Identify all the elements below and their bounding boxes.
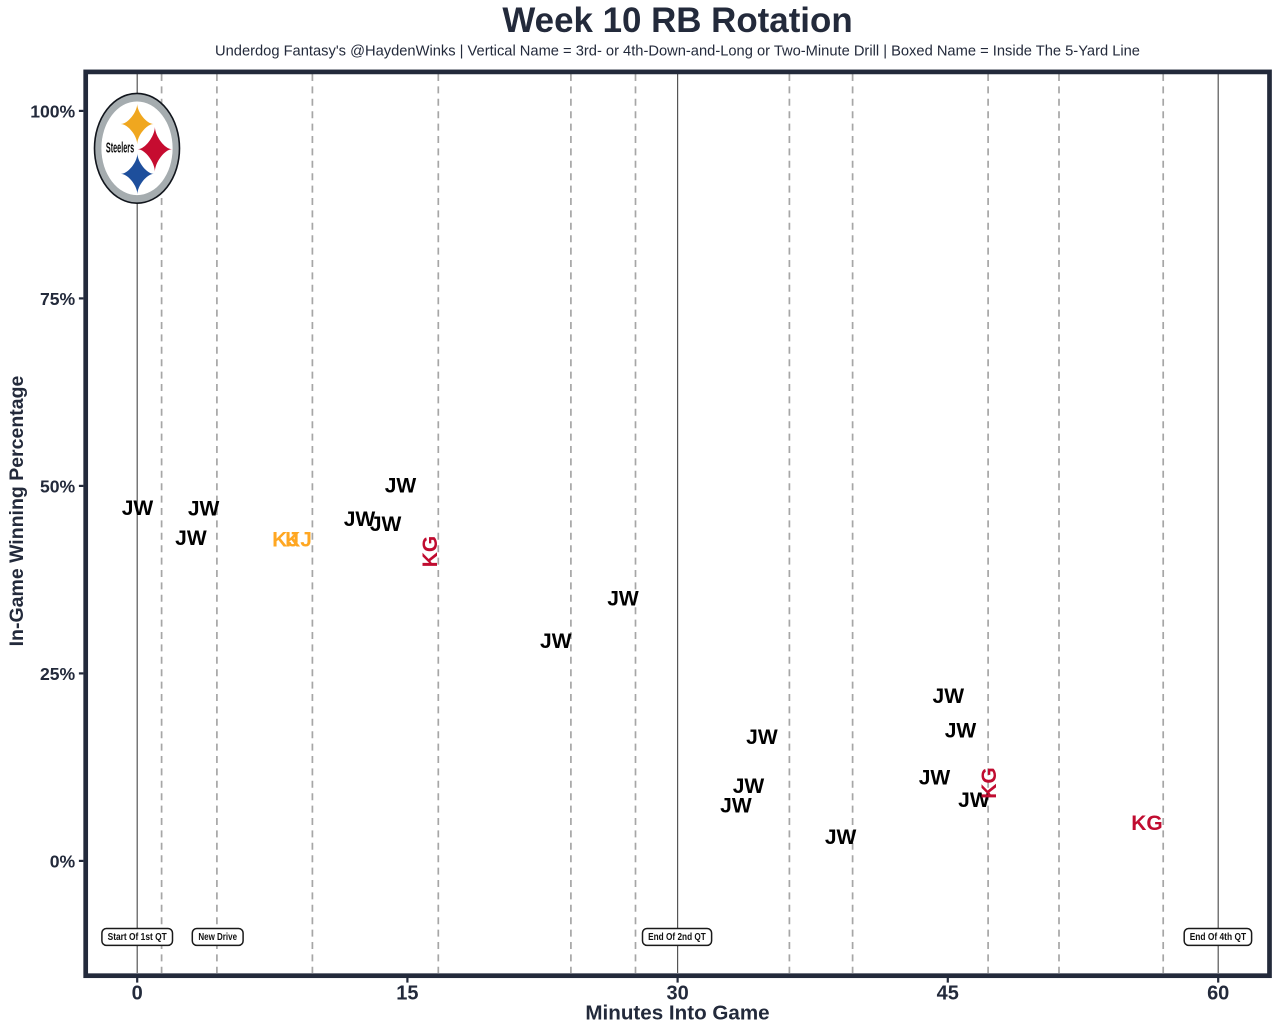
svg-text:JW: JW: [175, 527, 207, 550]
svg-text:JW: JW: [607, 587, 639, 610]
svg-text:JW: JW: [122, 497, 154, 520]
svg-text:In-Game Winning Percentage: In-Game Winning Percentage: [6, 375, 28, 646]
svg-text:JW: JW: [720, 795, 752, 818]
svg-text:JW: JW: [958, 789, 990, 812]
svg-text:0: 0: [132, 982, 143, 1004]
svg-text:25%: 25%: [40, 664, 76, 684]
svg-text:60: 60: [1207, 982, 1229, 1004]
svg-text:JW: JW: [188, 497, 220, 520]
svg-text:End Of 4th QT: End Of 4th QT: [1190, 931, 1247, 943]
svg-text:75%: 75%: [40, 289, 76, 309]
svg-text:KG: KG: [419, 536, 442, 568]
svg-text:JW: JW: [945, 719, 977, 742]
svg-text:JW: JW: [933, 685, 965, 708]
svg-text:Underdog Fantasy's @HaydenWink: Underdog Fantasy's @HaydenWinks | Vertic…: [215, 43, 1140, 59]
svg-text:JW: JW: [825, 826, 857, 849]
svg-text:JW: JW: [385, 475, 417, 498]
svg-text:JW: JW: [746, 726, 778, 749]
svg-text:KG: KG: [1131, 812, 1163, 835]
svg-text:JW: JW: [540, 630, 572, 653]
svg-text:JW: JW: [919, 767, 951, 790]
svg-text:New Drive: New Drive: [198, 931, 237, 943]
svg-text:0%: 0%: [50, 852, 76, 872]
svg-text:KJ: KJ: [285, 529, 312, 552]
svg-text:45: 45: [937, 982, 959, 1004]
svg-text:KG: KG: [978, 767, 1001, 799]
svg-text:Steelers: Steelers: [106, 140, 134, 157]
svg-text:30: 30: [666, 982, 688, 1004]
svg-text:100%: 100%: [30, 102, 75, 122]
svg-text:End Of 2nd QT: End Of 2nd QT: [648, 931, 706, 943]
svg-text:50%: 50%: [40, 477, 76, 497]
svg-text:JW: JW: [370, 513, 402, 536]
svg-text:JW: JW: [733, 775, 765, 798]
svg-text:JW: JW: [344, 508, 376, 531]
svg-text:Start Of 1st QT: Start Of 1st QT: [108, 931, 168, 943]
svg-text:Week 10 RB Rotation: Week 10 RB Rotation: [502, 1, 852, 40]
svg-text:Minutes Into Game: Minutes Into Game: [585, 1002, 769, 1025]
svg-text:15: 15: [396, 982, 418, 1004]
svg-text:KJ: KJ: [272, 529, 299, 552]
